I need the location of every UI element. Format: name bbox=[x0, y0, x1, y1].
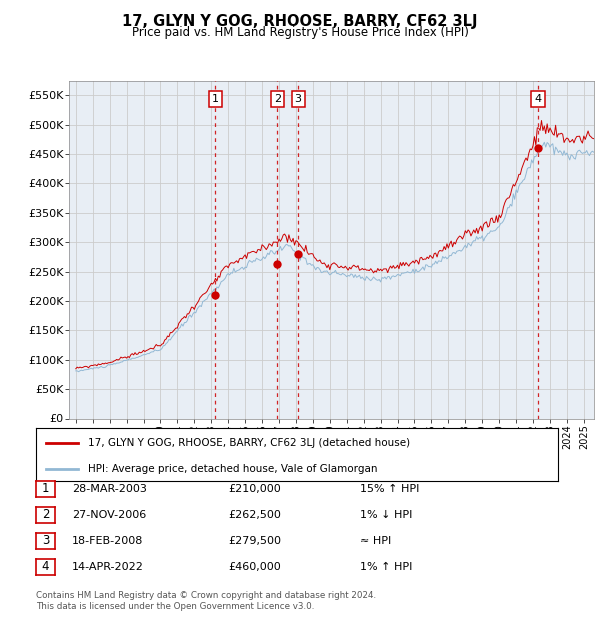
Text: 1% ↑ HPI: 1% ↑ HPI bbox=[360, 562, 412, 572]
Text: 14-APR-2022: 14-APR-2022 bbox=[72, 562, 144, 572]
Text: 1% ↓ HPI: 1% ↓ HPI bbox=[360, 510, 412, 520]
Text: £262,500: £262,500 bbox=[228, 510, 281, 520]
Text: £210,000: £210,000 bbox=[228, 484, 281, 494]
Text: 17, GLYN Y GOG, RHOOSE, BARRY, CF62 3LJ: 17, GLYN Y GOG, RHOOSE, BARRY, CF62 3LJ bbox=[122, 14, 478, 29]
Text: 3: 3 bbox=[42, 534, 49, 547]
Text: £460,000: £460,000 bbox=[228, 562, 281, 572]
Text: 4: 4 bbox=[535, 94, 542, 104]
Text: 4: 4 bbox=[42, 560, 49, 573]
Text: 15% ↑ HPI: 15% ↑ HPI bbox=[360, 484, 419, 494]
Text: 3: 3 bbox=[295, 94, 302, 104]
Text: 27-NOV-2006: 27-NOV-2006 bbox=[72, 510, 146, 520]
Text: ≈ HPI: ≈ HPI bbox=[360, 536, 391, 546]
Text: 2: 2 bbox=[42, 508, 49, 521]
Text: This data is licensed under the Open Government Licence v3.0.: This data is licensed under the Open Gov… bbox=[36, 602, 314, 611]
Text: 1: 1 bbox=[42, 482, 49, 495]
Text: 2: 2 bbox=[274, 94, 281, 104]
Text: 18-FEB-2008: 18-FEB-2008 bbox=[72, 536, 143, 546]
Text: 28-MAR-2003: 28-MAR-2003 bbox=[72, 484, 147, 494]
Text: Contains HM Land Registry data © Crown copyright and database right 2024.: Contains HM Land Registry data © Crown c… bbox=[36, 590, 376, 600]
Text: HPI: Average price, detached house, Vale of Glamorgan: HPI: Average price, detached house, Vale… bbox=[88, 464, 378, 474]
Text: 1: 1 bbox=[212, 94, 219, 104]
Text: Price paid vs. HM Land Registry's House Price Index (HPI): Price paid vs. HM Land Registry's House … bbox=[131, 26, 469, 39]
Text: £279,500: £279,500 bbox=[228, 536, 281, 546]
Text: 17, GLYN Y GOG, RHOOSE, BARRY, CF62 3LJ (detached house): 17, GLYN Y GOG, RHOOSE, BARRY, CF62 3LJ … bbox=[88, 438, 410, 448]
